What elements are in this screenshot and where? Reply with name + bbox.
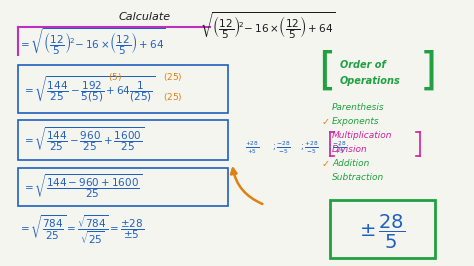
Text: ]: ] bbox=[420, 50, 438, 93]
Text: $=\sqrt{\dfrac{144}{25}-\dfrac{960}{25}+\dfrac{1600}{25}}$: $=\sqrt{\dfrac{144}{25}-\dfrac{960}{25}+… bbox=[22, 126, 145, 154]
Text: $=\sqrt{\dfrac{784}{25}}=\dfrac{\sqrt{784}}{\sqrt{25}}=\dfrac{\pm28}{\pm5}$: $=\sqrt{\dfrac{784}{25}}=\dfrac{\sqrt{78… bbox=[18, 214, 144, 246]
Text: Order of: Order of bbox=[340, 60, 386, 70]
Text: $=\sqrt{\dfrac{144}{25}-\dfrac{192}{5(5)}+64\dfrac{1}{(25)}}$: $=\sqrt{\dfrac{144}{25}-\dfrac{192}{5(5)… bbox=[22, 75, 155, 105]
Text: $\sqrt{\left(\dfrac{12}{5}\right)^{\!2}\!-16\times\!\left(\dfrac{12}{5}\right)+6: $\sqrt{\left(\dfrac{12}{5}\right)^{\!2}\… bbox=[200, 10, 335, 41]
Text: $(25)$: $(25)$ bbox=[163, 71, 182, 83]
Text: ✓: ✓ bbox=[322, 159, 330, 169]
Text: Multiplication: Multiplication bbox=[332, 131, 392, 140]
Bar bbox=[18, 168, 228, 206]
Text: $(5)$: $(5)$ bbox=[108, 71, 122, 83]
Text: $;\frac{-28}{+5}$: $;\frac{-28}{+5}$ bbox=[328, 140, 347, 156]
Text: Parenthesis: Parenthesis bbox=[332, 103, 384, 112]
Text: Exponents: Exponents bbox=[332, 117, 380, 126]
Text: $(25)$: $(25)$ bbox=[163, 91, 182, 103]
Text: $\pm\,\dfrac{28}{5}$: $\pm\,\dfrac{28}{5}$ bbox=[359, 213, 405, 251]
Text: $;\frac{-28}{-5}$: $;\frac{-28}{-5}$ bbox=[272, 140, 291, 156]
Text: ✓: ✓ bbox=[322, 117, 330, 127]
Text: [: [ bbox=[318, 50, 336, 93]
Text: Addition: Addition bbox=[332, 159, 369, 168]
Text: Operations: Operations bbox=[340, 76, 401, 86]
Text: $\frac{+28}{+5}$: $\frac{+28}{+5}$ bbox=[245, 140, 259, 156]
Text: Subtraction: Subtraction bbox=[332, 173, 384, 182]
Text: $=\sqrt{\dfrac{144-960+1600}{25}}$: $=\sqrt{\dfrac{144-960+1600}{25}}$ bbox=[22, 173, 142, 201]
Bar bbox=[18, 65, 228, 113]
Text: Division: Division bbox=[332, 145, 368, 154]
Bar bbox=[18, 120, 228, 160]
Bar bbox=[330, 200, 435, 258]
Text: $;\frac{+28}{-5}$: $;\frac{+28}{-5}$ bbox=[300, 140, 319, 156]
Text: $=\sqrt{\left(\dfrac{12}{5}\right)^{\!2}\!-16\times\!\left(\dfrac{12}{5}\right)+: $=\sqrt{\left(\dfrac{12}{5}\right)^{\!2}… bbox=[18, 27, 166, 57]
Text: Calculate: Calculate bbox=[119, 12, 171, 22]
